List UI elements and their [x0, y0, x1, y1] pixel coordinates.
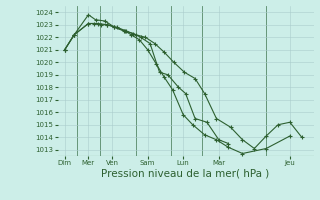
- X-axis label: Pression niveau de la mer( hPa ): Pression niveau de la mer( hPa ): [101, 169, 270, 179]
